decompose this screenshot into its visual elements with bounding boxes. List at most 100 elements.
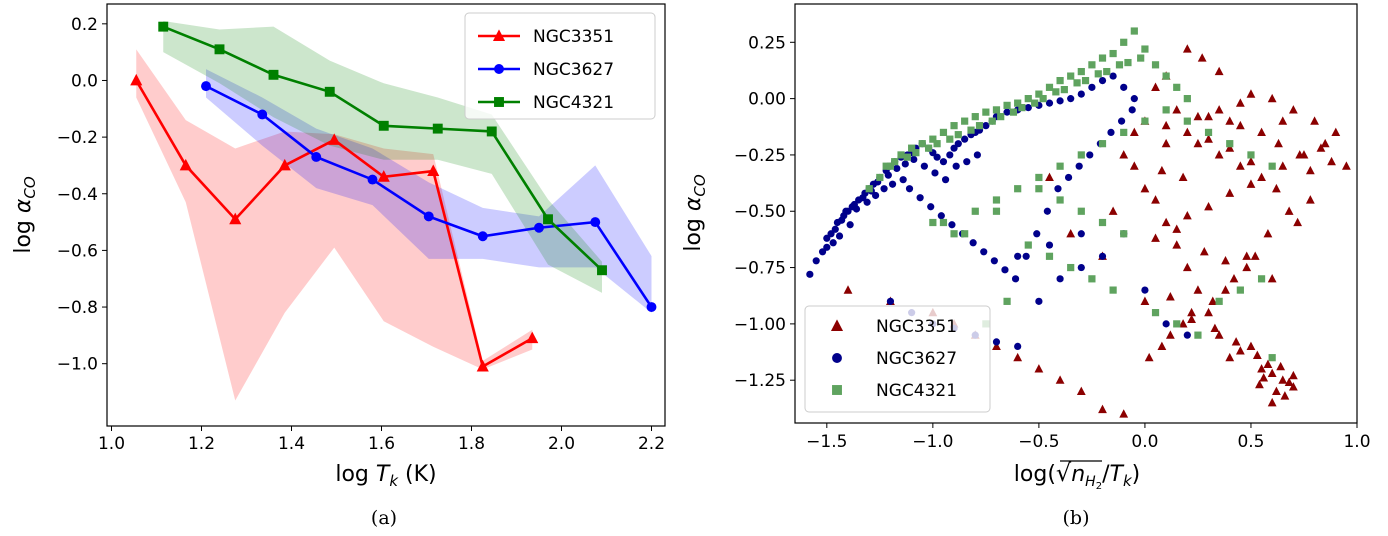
x-tick-label: 1.2 (188, 434, 215, 454)
point-NGC3351 (1274, 138, 1283, 148)
point-NGC3627 (1109, 72, 1117, 80)
y-tick-label: −1.0 (57, 355, 98, 375)
point-NGC3627 (963, 158, 971, 166)
point-NGC4321 (988, 117, 996, 125)
point-NGC3351 (1161, 138, 1171, 148)
point-NGC4321 (929, 218, 937, 227)
point-NGC3627 (1141, 286, 1149, 294)
point-NGC3351 (1267, 93, 1277, 103)
point-NGC3351 (1108, 206, 1118, 215)
point-NGC4321 (1268, 162, 1276, 170)
point-NGC3351 (1250, 251, 1260, 260)
point-NGC3627 (1130, 95, 1138, 103)
point-NGC3627 (946, 151, 954, 159)
point-NGC4321 (1137, 54, 1145, 62)
point-NGC3627 (1088, 83, 1096, 91)
point-NGC3627 (899, 176, 907, 184)
point-NGC3627 (961, 135, 969, 143)
panel-a-caption: (a) (371, 507, 397, 529)
legend-label-NGC3351: NGC3351 (533, 27, 614, 47)
point-NGC3351 (1221, 256, 1230, 265)
point-NGC4321 (1009, 108, 1018, 116)
point-NGC3627 (973, 151, 981, 159)
point-NGC3351 (1013, 352, 1023, 362)
point-NGC3627 (884, 171, 892, 179)
point-NGC3351 (1214, 330, 1224, 339)
point-NGC3351 (1252, 350, 1262, 360)
point-NGC3351 (1140, 296, 1150, 305)
point-NGC4321 (1060, 86, 1068, 94)
point-NGC4321 (1173, 320, 1181, 328)
point-NGC3627 (1043, 207, 1051, 215)
point-NGC3351 (1316, 143, 1326, 152)
point-NGC4321 (1014, 185, 1022, 193)
point-NGC3351 (1193, 138, 1203, 148)
point-NGC4321 (1003, 297, 1011, 305)
point-NGC4321 (597, 265, 607, 276)
point-NGC4321 (876, 173, 884, 182)
point-NGC3627 (534, 222, 544, 233)
point-NGC3627 (1077, 263, 1085, 272)
x-tick-label: 1.8 (458, 434, 485, 454)
point-NGC3351 (278, 158, 291, 171)
panel-b-y-ticks: −1.25 −1.00 −0.75 −0.50 −0.25 0.00 0.25 (734, 33, 795, 391)
legend-label-NGC3627: NGC3627 (533, 60, 614, 80)
y-tick-label: −0.75 (734, 259, 786, 279)
point-NGC4321 (929, 135, 937, 143)
x-tick-label: 1.4 (278, 434, 305, 454)
point-NGC3351 (1034, 364, 1044, 373)
point-NGC3351 (1182, 127, 1192, 137)
point-NGC3351 (1288, 370, 1298, 380)
point-NGC4321 (946, 135, 954, 143)
point-NGC4321 (908, 144, 916, 152)
point-NGC3351 (1204, 134, 1213, 143)
point-NGC4321 (1247, 151, 1255, 159)
point-NGC4321 (1215, 297, 1223, 305)
panel-a-legend: NGC3351 NGC3627 NGC4321 (464, 12, 656, 120)
point-NGC3351 (476, 359, 489, 372)
point-NGC4321 (903, 153, 911, 161)
point-NGC3351 (1242, 262, 1252, 272)
point-NGC4321 (950, 230, 958, 238)
y-tick-label: −1.00 (734, 315, 786, 335)
point-NGC3627 (905, 185, 914, 193)
point-NGC3351 (1255, 379, 1264, 389)
point-NGC4321 (1120, 230, 1128, 238)
point-NGC3627 (939, 158, 948, 166)
point-NGC4321 (982, 108, 990, 116)
point-NGC3627 (367, 174, 378, 185)
point-NGC4321 (1056, 76, 1064, 85)
x-tick-label: −1.0 (912, 432, 953, 452)
point-NGC3627 (1024, 104, 1032, 112)
panel-a-plot-frame (106, 3, 666, 427)
point-NGC3351 (1320, 138, 1330, 148)
point-NGC3627 (1056, 97, 1064, 105)
point-NGC4321 (1088, 61, 1096, 69)
point-NGC3627 (1077, 90, 1085, 98)
point-NGC4321 (1183, 117, 1191, 125)
point-NGC3351 (1276, 361, 1286, 371)
point-NGC3351 (1284, 206, 1294, 215)
y-tick-label: −0.8 (57, 298, 98, 318)
point-NGC3627 (859, 194, 867, 202)
point-NGC3351 (1225, 188, 1235, 197)
point-NGC4321 (268, 69, 279, 80)
point-NGC3351 (1199, 246, 1209, 256)
point-NGC4321 (886, 162, 895, 170)
point-NGC4321 (961, 117, 969, 125)
point-NGC4321 (324, 86, 335, 97)
point-NGC3351 (179, 158, 192, 171)
point-NGC3627 (1077, 230, 1085, 238)
point-NGC4321 (1003, 101, 1011, 109)
point-NGC4321 (961, 230, 969, 238)
panel-b-x-ticks: −1.5 −1.0 −0.5 0.0 0.5 1.0 (806, 423, 1371, 452)
point-NGC3627 (835, 232, 844, 240)
point-NGC3351 (1231, 337, 1241, 346)
x-tick-label: 2.0 (548, 434, 575, 454)
point-NGC4321 (1035, 173, 1043, 182)
y-tick-label: −0.50 (734, 202, 786, 222)
point-NGC4321 (1067, 263, 1075, 272)
point-NGC3351 (1272, 183, 1281, 193)
point-NGC4321 (1052, 88, 1060, 96)
